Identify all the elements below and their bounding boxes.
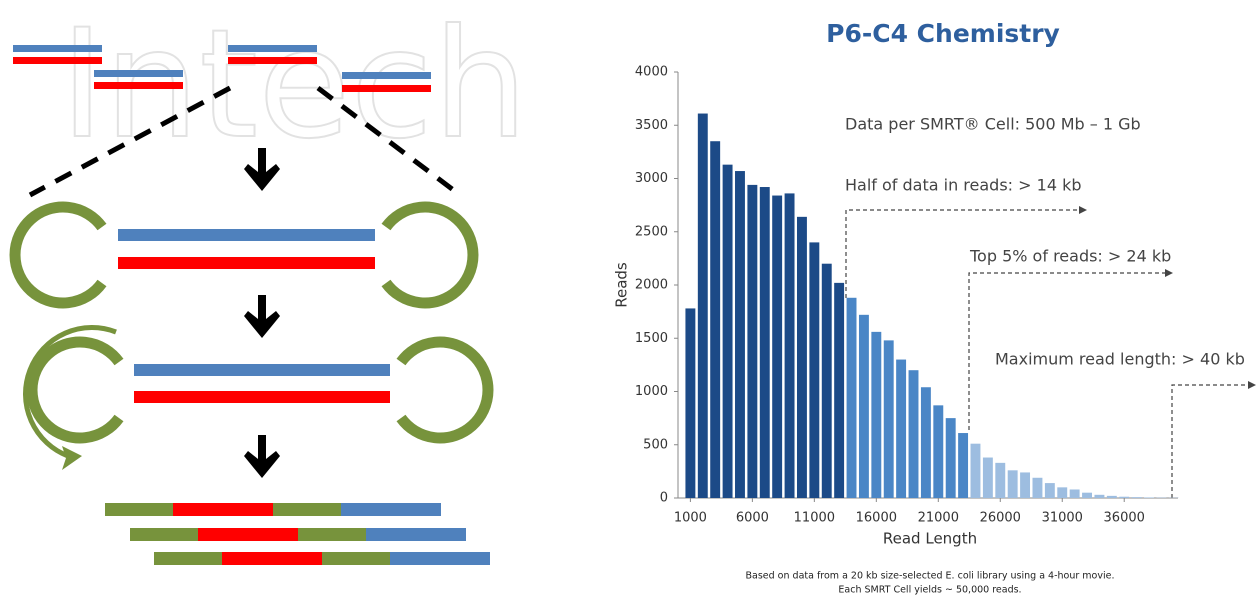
- hairpin: [401, 342, 488, 438]
- y-tick-label: 4000: [635, 65, 668, 80]
- x-axis-label: Read Length: [883, 530, 977, 548]
- insert: [118, 257, 375, 269]
- x-tick-label: 1000: [674, 511, 707, 526]
- figure: Intech P6-C4 Chemistry R: [0, 0, 1260, 598]
- bar: [909, 370, 919, 498]
- bar: [971, 444, 981, 498]
- bar: [772, 196, 782, 498]
- bar: [847, 298, 857, 498]
- insert: [134, 391, 390, 403]
- read: [154, 552, 490, 565]
- bar: [834, 283, 844, 498]
- y-tick-label: 2000: [635, 278, 668, 293]
- annotation: Data per SMRT® Cell: 500 Mb – 1 Gb: [845, 115, 1141, 134]
- hairpin: [32, 342, 119, 438]
- bar: [822, 264, 832, 498]
- x-tick-label: 6000: [736, 511, 769, 526]
- bar: [735, 171, 745, 498]
- read: [105, 503, 441, 516]
- bar: [896, 360, 906, 498]
- footnote: Each SMRT Cell yields ~ 50,000 reads.: [838, 585, 1021, 596]
- bar: [921, 387, 931, 498]
- x-tick-label: 21000: [918, 511, 959, 526]
- fragment: [94, 82, 183, 89]
- bar: [685, 308, 695, 498]
- read: [130, 528, 466, 541]
- bar: [1032, 478, 1042, 498]
- bar: [1057, 487, 1067, 498]
- fragment: [342, 72, 431, 79]
- y-tick-label: 3500: [635, 118, 668, 133]
- footnote: Based on data from a 20 kb size-selected…: [746, 571, 1115, 582]
- bar: [785, 193, 795, 498]
- bar: [1119, 497, 1129, 498]
- bar: [995, 463, 1005, 498]
- y-tick-label: 3000: [635, 171, 668, 186]
- x-tick-label: 36000: [1104, 511, 1145, 526]
- y-axis-label: Reads: [613, 262, 631, 308]
- fragment: [94, 70, 183, 77]
- bar: [1132, 497, 1142, 498]
- bar: [797, 217, 807, 498]
- bar: [809, 242, 819, 498]
- bar: [1070, 489, 1080, 498]
- bar: [859, 315, 869, 498]
- bar: [1008, 470, 1018, 498]
- insert: [134, 364, 390, 376]
- fragment: [228, 45, 317, 52]
- arrow: [244, 295, 280, 338]
- bar: [1045, 483, 1055, 498]
- hairpin: [15, 207, 102, 303]
- bar: [933, 405, 943, 498]
- bar: [1107, 496, 1117, 498]
- fragment: [13, 57, 102, 64]
- bar: [710, 141, 720, 498]
- bar: [698, 114, 708, 498]
- bar: [1020, 472, 1030, 498]
- x-tick-label: 11000: [794, 511, 835, 526]
- arrowhead: [62, 446, 82, 470]
- bar: [946, 418, 956, 498]
- x-tick-label: 16000: [856, 511, 897, 526]
- annotation: Maximum read length: > 40 kb: [995, 350, 1245, 369]
- bar: [760, 187, 770, 498]
- bar: [871, 332, 881, 498]
- fragment: [342, 85, 431, 92]
- x-tick-label: 31000: [1042, 511, 1083, 526]
- arrow: [244, 435, 280, 478]
- insert: [118, 229, 375, 241]
- bar: [884, 340, 894, 498]
- bar: [723, 165, 733, 498]
- bar: [1144, 497, 1154, 498]
- bar: [1094, 495, 1104, 498]
- bar: [1082, 493, 1092, 498]
- bar: [747, 185, 757, 498]
- bar: [958, 433, 968, 498]
- fragment: [13, 45, 102, 52]
- x-tick-label: 26000: [980, 511, 1021, 526]
- bar: [983, 458, 993, 498]
- chart-title: P6-C4 Chemistry: [826, 19, 1060, 48]
- y-tick-label: 500: [643, 437, 668, 452]
- y-tick-label: 2500: [635, 224, 668, 239]
- y-tick-label: 0: [660, 491, 668, 506]
- annotation: Top 5% of reads: > 24 kb: [969, 247, 1171, 266]
- annotation: Half of data in reads: > 14 kb: [845, 176, 1082, 195]
- y-tick-label: 1000: [635, 384, 668, 399]
- fragment: [228, 57, 317, 64]
- hairpin: [386, 207, 473, 303]
- y-tick-label: 1500: [635, 331, 668, 346]
